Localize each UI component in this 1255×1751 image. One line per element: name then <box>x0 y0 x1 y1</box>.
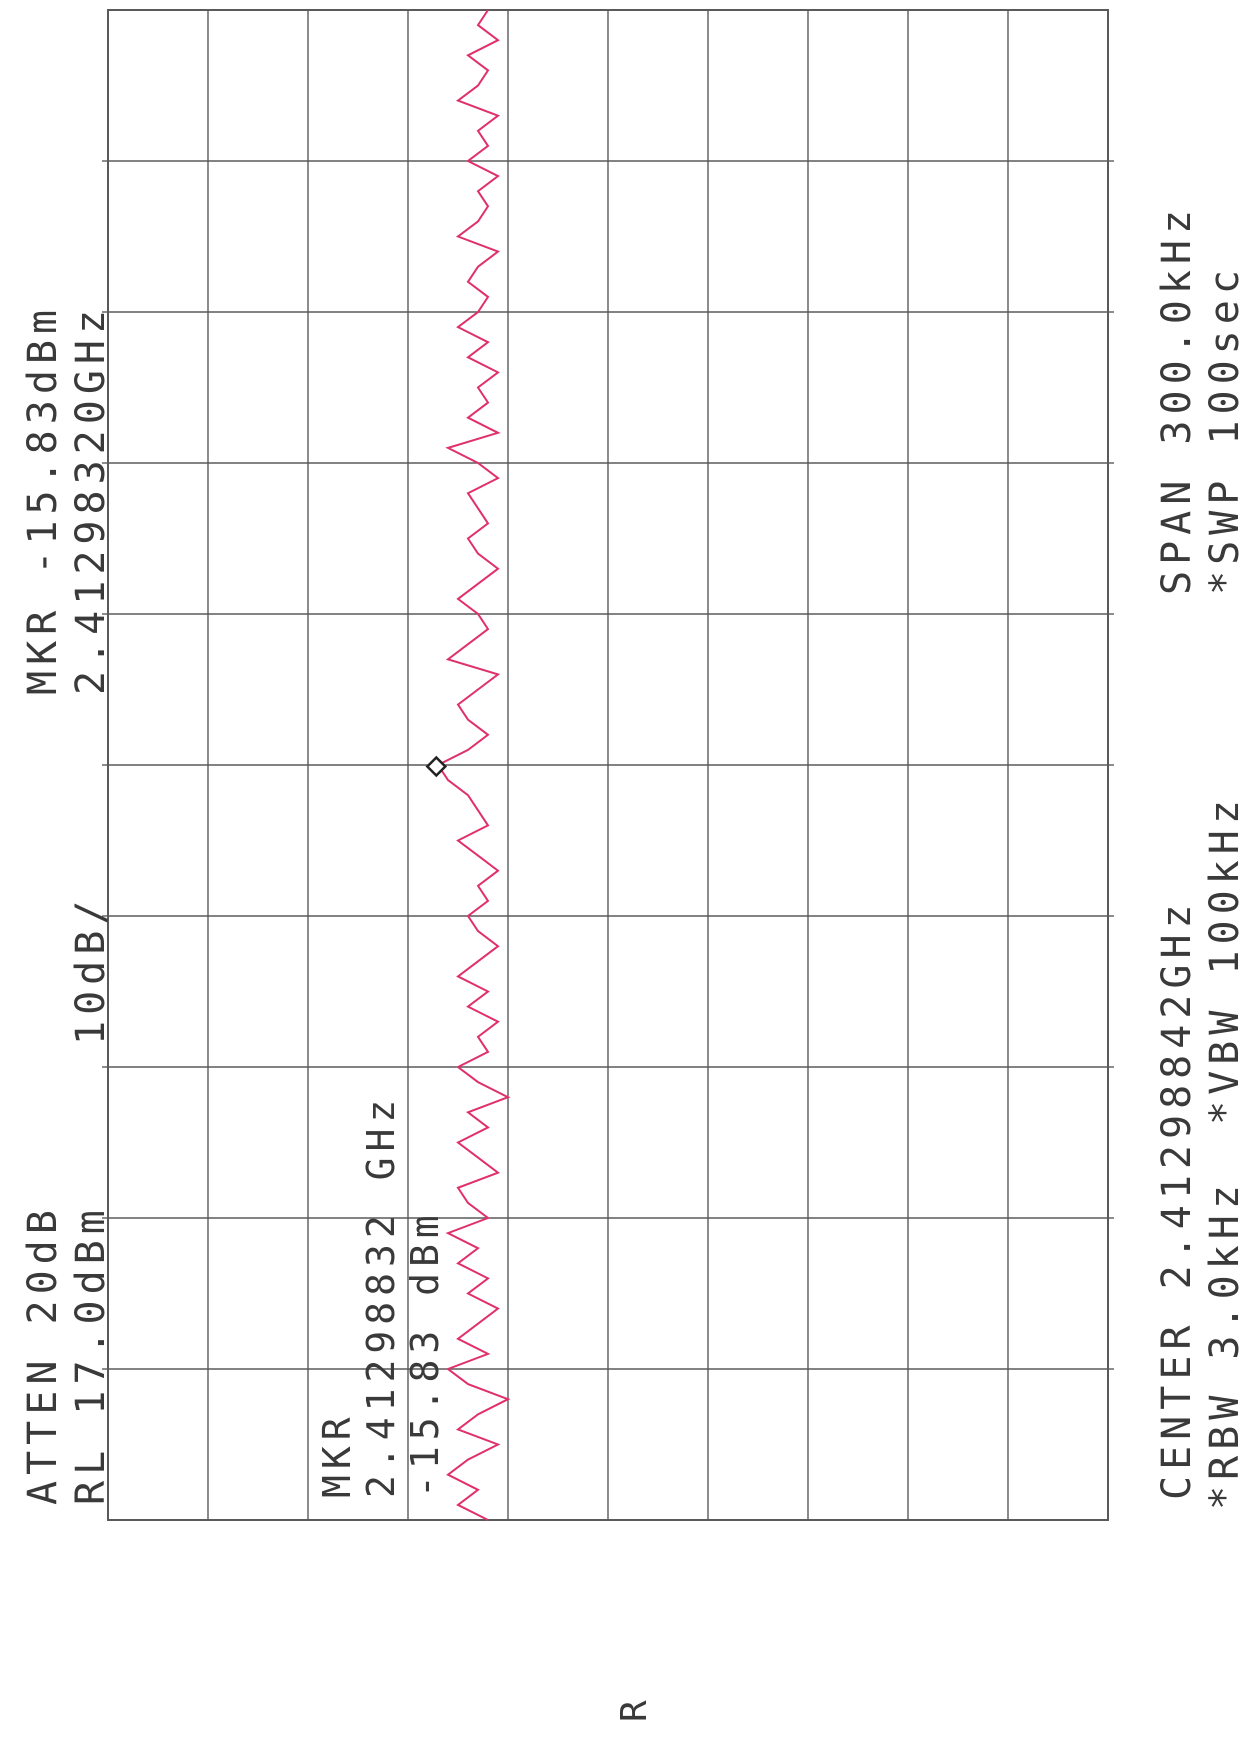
marker-layer <box>425 755 448 778</box>
plot-grid <box>102 9 1114 1521</box>
center-label: CENTER 2.41298842GHz <box>1154 898 1200 1500</box>
rbw-label: *RBW 3.0kHz <box>1202 1179 1248 1510</box>
mkr-top-line1: MKR -15.83dBm <box>20 304 66 695</box>
marker-diamond <box>425 755 448 778</box>
mkr-box-line2: 2.41298832 GHz <box>359 1094 403 1498</box>
side-mark: R <box>614 1700 655 1722</box>
scale-label: 10dB/ <box>68 895 114 1045</box>
mkr-box-line3: -15.83 dBm <box>403 1209 447 1498</box>
mkr-top-line2: 2.41298320GHz <box>68 304 114 695</box>
mkr-box-line1: MKR <box>315 1411 359 1498</box>
vbw-label: *VBW 100kHz <box>1202 794 1248 1125</box>
rl-label: RL 17.0dBm <box>68 1204 114 1505</box>
atten-label: ATTEN 20dB <box>20 1204 66 1505</box>
swp-label: *SWP 100sec <box>1202 264 1248 595</box>
span-label: SPAN 300.0kHz <box>1154 204 1200 595</box>
